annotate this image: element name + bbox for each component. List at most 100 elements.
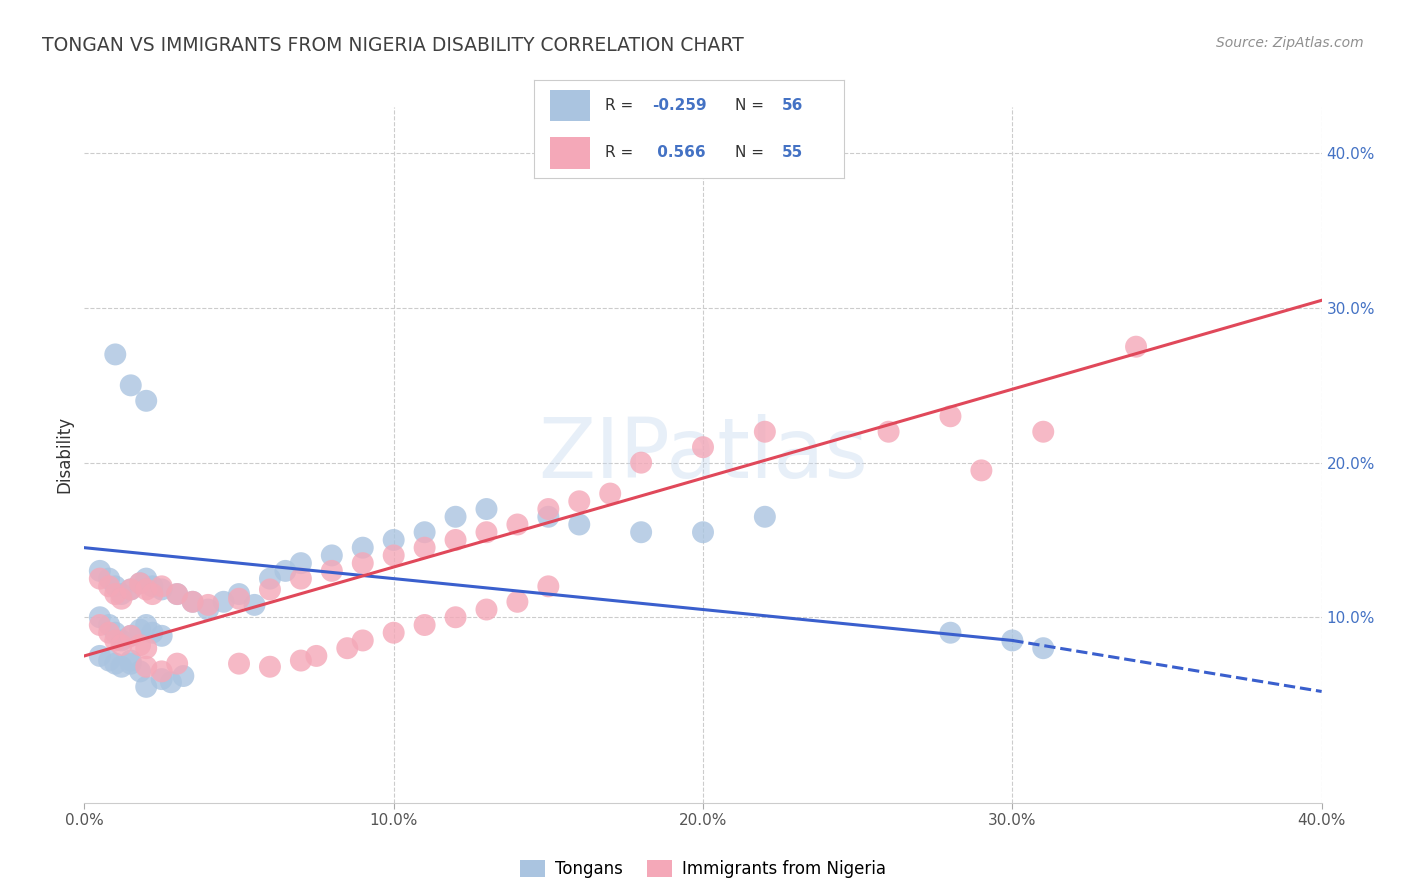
- Point: [321, 564, 343, 578]
- Point: [104, 657, 127, 671]
- Point: [1001, 633, 1024, 648]
- Point: [166, 587, 188, 601]
- Point: [104, 579, 127, 593]
- Point: [413, 525, 436, 540]
- Point: [120, 582, 142, 597]
- Text: 55: 55: [782, 145, 803, 161]
- Point: [259, 582, 281, 597]
- Point: [475, 502, 498, 516]
- Point: [259, 572, 281, 586]
- Point: [568, 494, 591, 508]
- Point: [692, 440, 714, 454]
- Point: [104, 625, 127, 640]
- Point: [1032, 425, 1054, 439]
- Point: [444, 509, 467, 524]
- Point: [382, 549, 405, 563]
- Point: [150, 579, 173, 593]
- Point: [537, 509, 560, 524]
- Point: [98, 618, 121, 632]
- Point: [754, 425, 776, 439]
- Point: [259, 659, 281, 673]
- Point: [129, 576, 152, 591]
- Legend: Tongans, Immigrants from Nigeria: Tongans, Immigrants from Nigeria: [513, 854, 893, 885]
- Point: [599, 486, 621, 500]
- Text: ZIPatlas: ZIPatlas: [538, 415, 868, 495]
- Text: -0.259: -0.259: [652, 98, 706, 113]
- Point: [135, 618, 157, 632]
- Point: [444, 610, 467, 624]
- Point: [104, 633, 127, 648]
- Point: [89, 618, 111, 632]
- Point: [630, 456, 652, 470]
- Point: [110, 659, 132, 673]
- Point: [630, 525, 652, 540]
- Point: [877, 425, 900, 439]
- Point: [98, 579, 121, 593]
- Point: [166, 587, 188, 601]
- Point: [475, 602, 498, 616]
- Point: [413, 541, 436, 555]
- Point: [98, 572, 121, 586]
- Y-axis label: Disability: Disability: [55, 417, 73, 493]
- Point: [120, 629, 142, 643]
- Point: [243, 598, 266, 612]
- Text: R =: R =: [606, 145, 634, 161]
- Point: [110, 638, 132, 652]
- Point: [120, 657, 142, 671]
- Bar: [550, 90, 591, 121]
- Point: [89, 648, 111, 663]
- Point: [506, 517, 529, 532]
- Point: [89, 610, 111, 624]
- Point: [110, 633, 132, 648]
- Point: [537, 579, 560, 593]
- Point: [290, 572, 312, 586]
- Point: [104, 587, 127, 601]
- Point: [104, 347, 127, 361]
- Point: [129, 623, 152, 637]
- Point: [537, 502, 560, 516]
- Point: [1032, 641, 1054, 656]
- Point: [135, 659, 157, 673]
- Point: [382, 625, 405, 640]
- Point: [274, 564, 297, 578]
- Bar: [550, 137, 591, 169]
- Text: 56: 56: [782, 98, 803, 113]
- Point: [150, 672, 173, 686]
- Point: [692, 525, 714, 540]
- Point: [336, 641, 359, 656]
- Point: [1125, 340, 1147, 354]
- Point: [970, 463, 993, 477]
- Point: [160, 675, 183, 690]
- Point: [228, 657, 250, 671]
- Point: [98, 654, 121, 668]
- Point: [129, 638, 152, 652]
- Point: [120, 582, 142, 597]
- Point: [228, 591, 250, 606]
- Text: TONGAN VS IMMIGRANTS FROM NIGERIA DISABILITY CORRELATION CHART: TONGAN VS IMMIGRANTS FROM NIGERIA DISABI…: [42, 36, 744, 54]
- Point: [141, 579, 163, 593]
- Point: [135, 680, 157, 694]
- Point: [939, 625, 962, 640]
- Point: [413, 618, 436, 632]
- Point: [120, 654, 142, 668]
- Point: [305, 648, 328, 663]
- Point: [939, 409, 962, 424]
- Point: [181, 595, 204, 609]
- Point: [290, 556, 312, 570]
- Point: [135, 641, 157, 656]
- Point: [352, 633, 374, 648]
- Point: [352, 541, 374, 555]
- Text: 0.566: 0.566: [652, 145, 706, 161]
- Point: [197, 598, 219, 612]
- Point: [120, 378, 142, 392]
- Point: [212, 595, 235, 609]
- Point: [382, 533, 405, 547]
- Point: [290, 654, 312, 668]
- Text: R =: R =: [606, 98, 634, 113]
- Point: [141, 625, 163, 640]
- Point: [475, 525, 498, 540]
- Point: [150, 629, 173, 643]
- Point: [321, 549, 343, 563]
- Point: [181, 595, 204, 609]
- Point: [89, 564, 111, 578]
